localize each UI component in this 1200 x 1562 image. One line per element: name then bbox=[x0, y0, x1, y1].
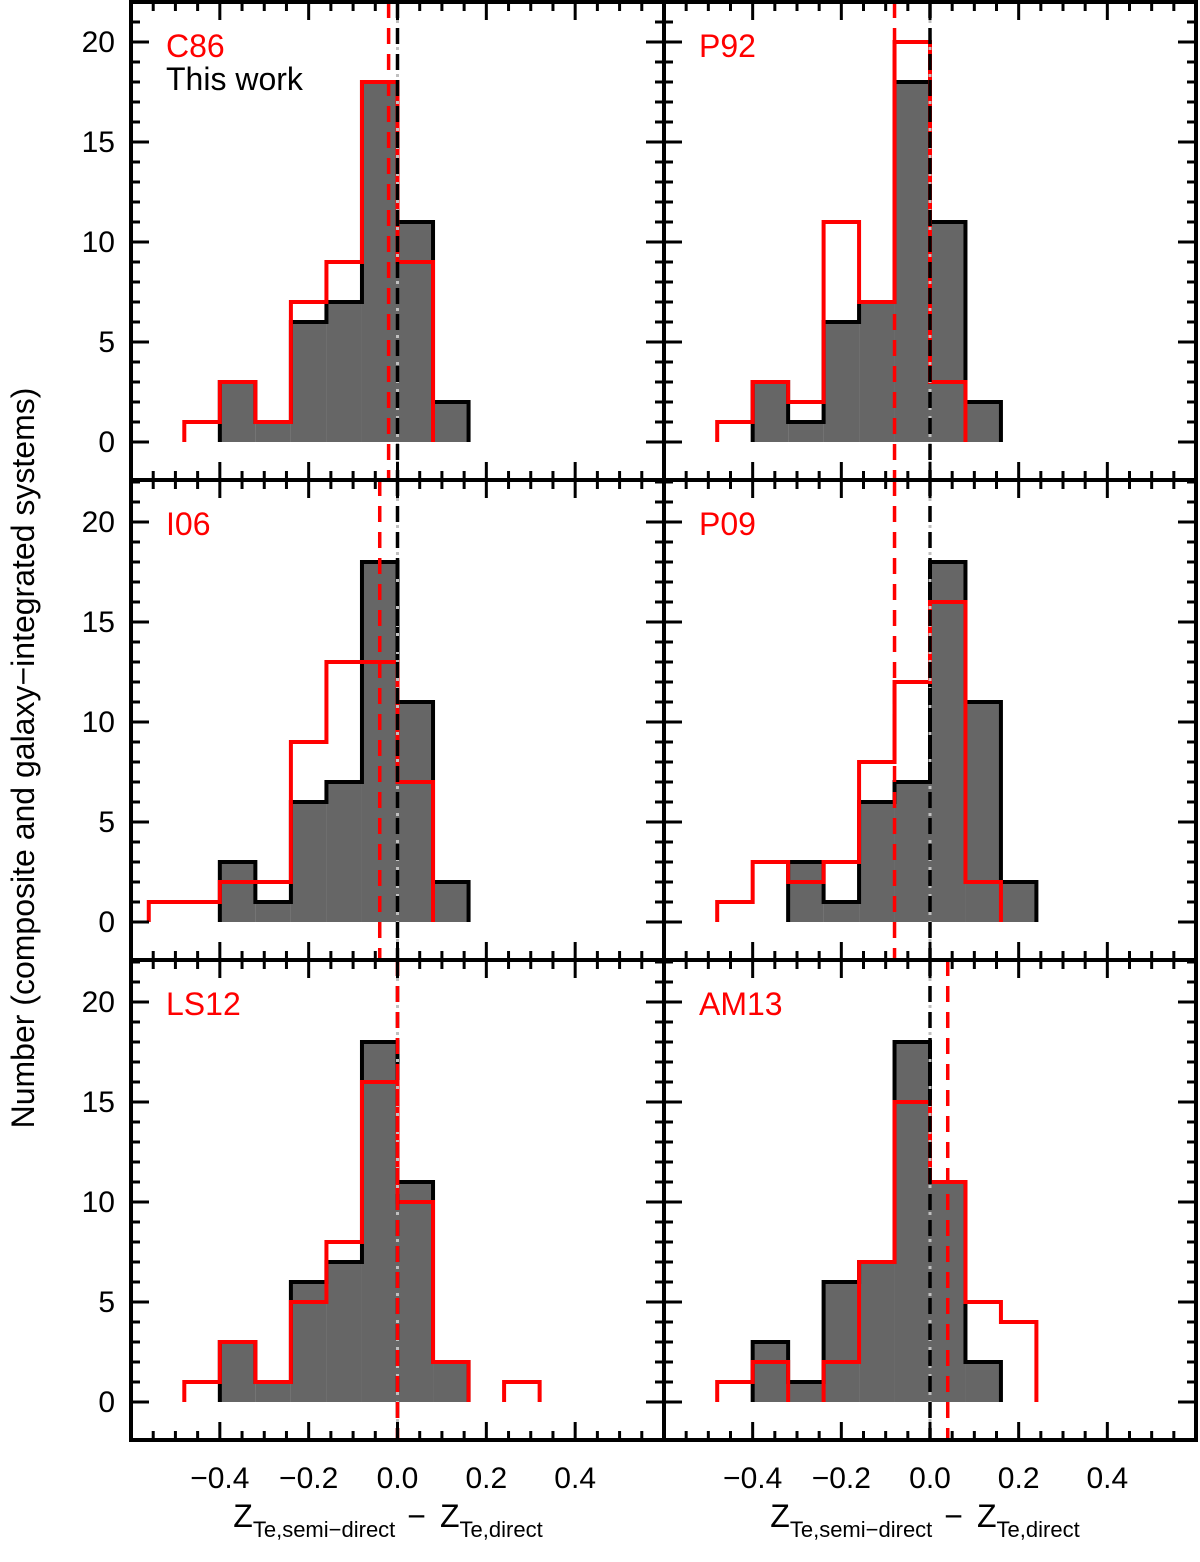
y-axis-title: Number (composite and galaxy−integrated … bbox=[5, 388, 41, 1129]
panel-label: P92 bbox=[699, 28, 756, 64]
this-work-bar bbox=[859, 302, 895, 442]
this-work-bar bbox=[788, 422, 824, 442]
this-work-bar bbox=[433, 402, 469, 442]
x-tick-label: 0.0 bbox=[909, 1462, 951, 1495]
this-work-bar bbox=[326, 302, 362, 442]
y-tick-label: 10 bbox=[82, 1186, 115, 1219]
panel-bottom-left: 0 5 10 15 20 −0.4 −0.2 0.0 0.2 0.4 LS12 bbox=[82, 958, 666, 1495]
this-work-bar bbox=[361, 1042, 398, 1402]
y-tick-label: 15 bbox=[82, 126, 115, 159]
this-work-bar bbox=[823, 902, 860, 922]
this-work-bar bbox=[823, 1282, 860, 1402]
this-work-bar bbox=[752, 1342, 789, 1402]
panel-middle-left: 0 5 10 15 20 I06 bbox=[82, 478, 666, 962]
y-tick-label: 10 bbox=[82, 226, 115, 259]
this-work-bar bbox=[894, 782, 930, 922]
x-tick-label: −0.4 bbox=[190, 1462, 249, 1495]
x-tick-label: −0.4 bbox=[723, 1462, 782, 1495]
this-work-bar bbox=[255, 422, 291, 442]
this-work-bar bbox=[1000, 882, 1037, 922]
svg-text:ZTe,semi−direct−ZTe,direct: ZTe,semi−direct − ZTe,direct bbox=[770, 1498, 1079, 1542]
x-tick-label: 0.2 bbox=[998, 1462, 1040, 1495]
panel-label: P09 bbox=[699, 506, 756, 542]
y-tick-label: 0 bbox=[98, 426, 115, 459]
x-tick-label: 0.2 bbox=[465, 1462, 507, 1495]
y-tick-label: 0 bbox=[98, 1386, 115, 1419]
y-tick-label: 5 bbox=[98, 326, 115, 359]
panel-middle-right: P09 bbox=[662, 478, 1198, 962]
this-work-bar bbox=[930, 222, 966, 442]
x-tick-label: −0.2 bbox=[279, 1462, 338, 1495]
this-work-bar bbox=[894, 1042, 930, 1402]
this-work-bar bbox=[255, 1382, 291, 1402]
y-tick-label: 20 bbox=[82, 506, 115, 539]
this-work-bar bbox=[397, 702, 434, 922]
panel-label: LS12 bbox=[166, 986, 241, 1022]
this-work-bar bbox=[788, 1382, 824, 1402]
x-tick-label: 0.4 bbox=[554, 1462, 596, 1495]
this-work-bar bbox=[397, 1182, 434, 1402]
this-work-bar bbox=[894, 82, 930, 442]
this-work-bar bbox=[788, 862, 824, 922]
comparison-outline bbox=[715, 600, 1003, 922]
panel-label: AM13 bbox=[699, 986, 783, 1022]
this-work-bar bbox=[290, 322, 327, 442]
panel-label: C86 bbox=[166, 28, 225, 64]
svg-text:ZTe,semi−direct−ZTe,direct: ZTe,semi−direct − ZTe,direct bbox=[233, 1498, 542, 1542]
this-work-bar bbox=[859, 1262, 895, 1402]
x-axis-title-right: ZTe,semi−direct − ZTe,direct bbox=[770, 1498, 1079, 1542]
this-work-bar bbox=[361, 82, 398, 442]
y-tick-label: 15 bbox=[82, 1086, 115, 1119]
this-work-bar bbox=[255, 902, 291, 922]
y-tick-label: 0 bbox=[98, 906, 115, 939]
panel-bottom-right: −0.4 −0.2 0.0 0.2 0.4 AM13 bbox=[662, 958, 1198, 1495]
this-work-bar bbox=[823, 322, 860, 442]
y-tick-label: 15 bbox=[82, 606, 115, 639]
y-tick-label: 20 bbox=[82, 26, 115, 59]
this-work-bar bbox=[397, 222, 434, 442]
y-tick-label: 20 bbox=[82, 986, 115, 1019]
this-work-bar bbox=[930, 1182, 966, 1402]
this-work-bar bbox=[433, 1362, 469, 1402]
x-axis-title-left: ZTe,semi−direct − ZTe,direct bbox=[233, 1498, 542, 1542]
this-work-bar bbox=[965, 702, 1001, 922]
comparison-outline bbox=[182, 1080, 542, 1402]
x-tick-label: −0.2 bbox=[812, 1462, 871, 1495]
this-work-bar bbox=[752, 382, 789, 442]
this-work-bar bbox=[219, 862, 256, 922]
x-tick-label: 0.0 bbox=[377, 1462, 419, 1495]
y-tick-label: 10 bbox=[82, 706, 115, 739]
y-tick-label: 5 bbox=[98, 806, 115, 839]
this-work-bar bbox=[859, 802, 895, 922]
this-work-bar bbox=[290, 802, 327, 922]
y-tick-label: 5 bbox=[98, 1286, 115, 1319]
this-work-bar bbox=[219, 382, 256, 442]
this-work-bar bbox=[930, 562, 966, 922]
this-work-bar bbox=[326, 1262, 362, 1402]
panel-label: I06 bbox=[166, 506, 210, 542]
this-work-legend: This work bbox=[166, 61, 304, 97]
this-work-bar bbox=[219, 1342, 256, 1402]
this-work-bar bbox=[965, 1362, 1001, 1402]
this-work-bar bbox=[965, 402, 1001, 442]
x-tick-label: 0.4 bbox=[1086, 1462, 1128, 1495]
this-work-bar bbox=[433, 882, 469, 922]
panel-top-right: P92 bbox=[662, 0, 1198, 482]
this-work-bar bbox=[326, 782, 362, 922]
